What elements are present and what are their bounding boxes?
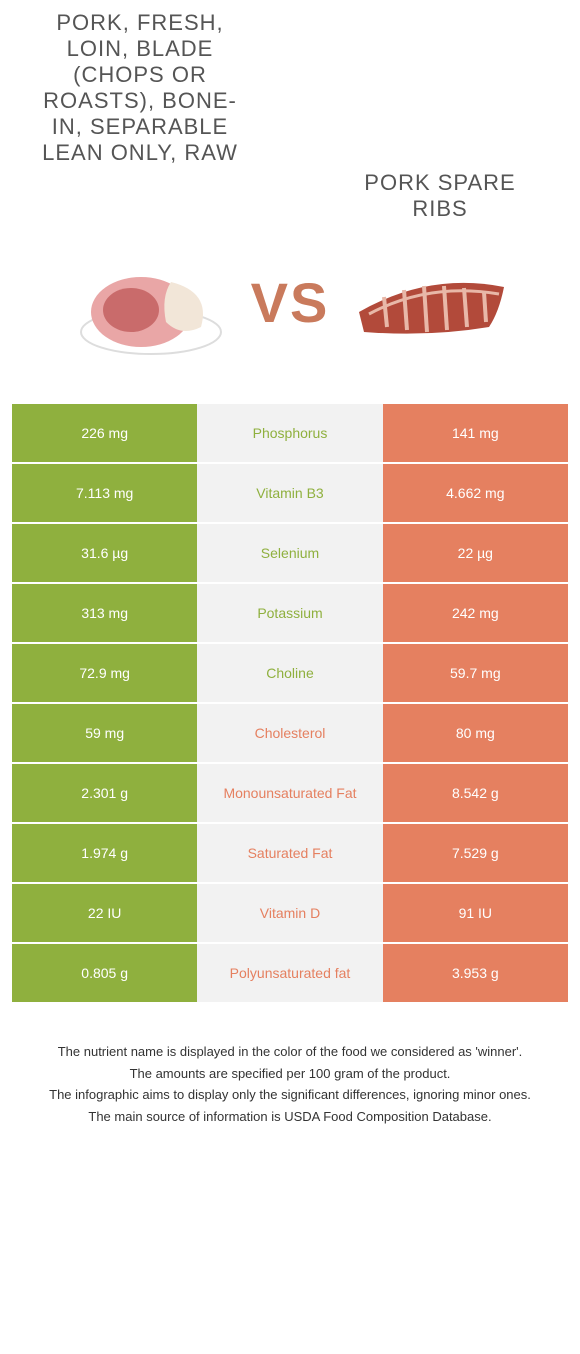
nutrient-name: Monounsaturated Fat: [197, 764, 382, 822]
value-right: 8.542 g: [383, 764, 568, 822]
footer-line: The infographic aims to display only the…: [20, 1085, 560, 1105]
value-right: 242 mg: [383, 584, 568, 642]
table-row: 313 mgPotassium242 mg: [12, 582, 568, 642]
nutrient-name: Saturated Fat: [197, 824, 382, 882]
nutrient-table: 226 mgPhosphorus141 mg7.113 mgVitamin B3…: [0, 402, 580, 1002]
table-row: 0.805 gPolyunsaturated fat3.953 g: [12, 942, 568, 1002]
nutrient-name: Potassium: [197, 584, 382, 642]
value-left: 2.301 g: [12, 764, 197, 822]
food-right-image: [349, 242, 509, 362]
value-right: 141 mg: [383, 404, 568, 462]
nutrient-name: Cholesterol: [197, 704, 382, 762]
value-left: 22 IU: [12, 884, 197, 942]
value-right: 22 µg: [383, 524, 568, 582]
table-row: 7.113 mgVitamin B34.662 mg: [12, 462, 568, 522]
food-right-title: Pork spare ribs: [340, 10, 540, 222]
vs-row: VS: [0, 222, 580, 402]
table-row: 72.9 mgCholine59.7 mg: [12, 642, 568, 702]
nutrient-name: Phosphorus: [197, 404, 382, 462]
value-left: 31.6 µg: [12, 524, 197, 582]
value-left: 0.805 g: [12, 944, 197, 1002]
nutrient-name: Selenium: [197, 524, 382, 582]
value-left: 1.974 g: [12, 824, 197, 882]
value-left: 72.9 mg: [12, 644, 197, 702]
nutrient-name: Choline: [197, 644, 382, 702]
table-row: 1.974 gSaturated Fat7.529 g: [12, 822, 568, 882]
nutrient-name: Vitamin B3: [197, 464, 382, 522]
value-right: 80 mg: [383, 704, 568, 762]
table-row: 2.301 gMonounsaturated Fat8.542 g: [12, 762, 568, 822]
footer-line: The amounts are specified per 100 gram o…: [20, 1064, 560, 1084]
table-row: 31.6 µgSelenium22 µg: [12, 522, 568, 582]
header: Pork, fresh, loin, blade (chops or roast…: [0, 0, 580, 222]
value-left: 7.113 mg: [12, 464, 197, 522]
vs-label: VS: [251, 270, 330, 335]
value-right: 91 IU: [383, 884, 568, 942]
food-left-image: [71, 242, 231, 362]
value-left: 59 mg: [12, 704, 197, 762]
value-left: 226 mg: [12, 404, 197, 462]
value-left: 313 mg: [12, 584, 197, 642]
food-left-title: Pork, fresh, loin, blade (chops or roast…: [40, 10, 240, 166]
nutrient-name: Polyunsaturated fat: [197, 944, 382, 1002]
footer: The nutrient name is displayed in the co…: [0, 1002, 580, 1148]
value-right: 4.662 mg: [383, 464, 568, 522]
value-right: 3.953 g: [383, 944, 568, 1002]
table-row: 22 IUVitamin D91 IU: [12, 882, 568, 942]
nutrient-name: Vitamin D: [197, 884, 382, 942]
footer-line: The nutrient name is displayed in the co…: [20, 1042, 560, 1062]
value-right: 59.7 mg: [383, 644, 568, 702]
table-row: 59 mgCholesterol80 mg: [12, 702, 568, 762]
value-right: 7.529 g: [383, 824, 568, 882]
table-row: 226 mgPhosphorus141 mg: [12, 402, 568, 462]
footer-line: The main source of information is USDA F…: [20, 1107, 560, 1127]
